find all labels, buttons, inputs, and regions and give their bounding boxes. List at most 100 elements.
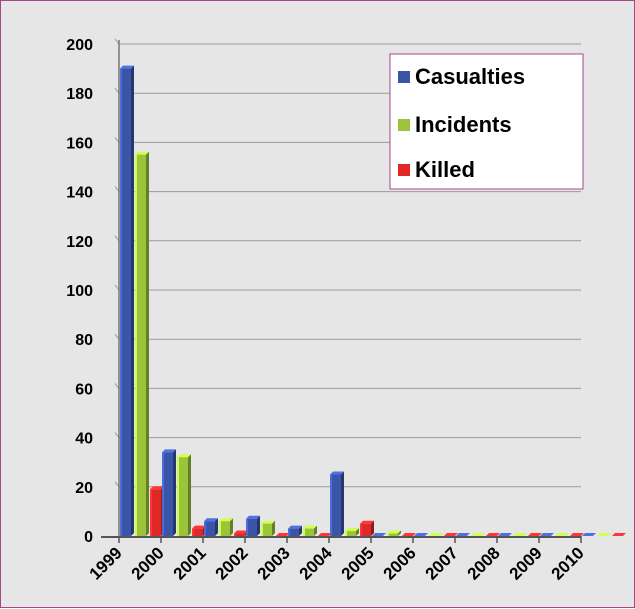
bar-casualties-2009-top [540,533,554,536]
x-tick-label: 2000 [128,543,168,583]
bar-killed-2010-top [612,533,626,536]
bar-incidents-1999-highlight [135,154,137,536]
bar-incidents-2004-highlight [345,531,347,536]
bar-incidents-2006-top [429,533,443,536]
bar-killed-2000 [192,525,206,536]
bar-casualties-1999 [120,65,134,536]
bar-casualties-2000 [162,449,176,536]
y-tick-label: 140 [66,185,93,202]
bar-killed-2001-top [234,530,248,534]
bar-incidents-2007 [471,533,485,536]
bar-killed-1999-front [150,489,161,536]
bar-incidents-2001-top [219,518,233,522]
bar-incidents-2004-front [345,531,356,536]
bar-casualties-2010 [582,533,596,536]
bar-killed-2004-side [371,520,374,536]
bar-incidents-2004-side [356,528,359,536]
bar-casualties-2003 [288,525,302,536]
bar-casualties-2007-top [456,533,470,536]
bar-killed-2004-highlight [360,523,362,536]
bar-casualties-1999-highlight [120,68,122,536]
bar-incidents-2005-side [398,530,401,536]
bar-casualties-2000-top [162,449,176,453]
bar-casualties-2007 [456,533,470,536]
bar-killed-1999-highlight [150,489,152,536]
legend-label-killed: Killed [415,157,475,182]
x-tick-label: 2005 [338,543,378,583]
x-tick-label: 2006 [380,543,420,583]
x-tick-label: 2009 [506,543,546,583]
bar-casualties-2003-highlight [288,528,290,536]
bar-casualties-2004 [330,471,344,536]
bar-incidents-2010-top [597,533,611,536]
bar-killed-2008 [528,533,542,536]
bar-casualties-2010-top [582,533,596,536]
bar-killed-2001 [234,530,248,536]
bar-casualties-2004-front [330,474,341,536]
bar-killed-2004-top [360,520,374,524]
legend-swatch-killed [398,164,410,176]
x-tick-label: 2001 [170,543,210,583]
bar-incidents-2003-highlight [303,528,305,536]
bar-killed-2002-top [276,533,290,536]
bar-killed-2001-highlight [234,533,236,536]
y-tick-label: 200 [66,37,93,54]
bar-killed-1999 [150,486,164,536]
bar-killed-2003 [318,533,332,536]
bar-casualties-2000-highlight [162,452,164,536]
bar-incidents-2004 [345,528,359,536]
bar-killed-2009-top [570,533,584,536]
bar-killed-2002 [276,533,290,536]
bar-incidents-2000-side [188,454,191,536]
bar-killed-2008-top [528,533,542,536]
y-tick-label: 40 [75,431,93,448]
bar-casualties-2004-side [341,471,344,536]
bar-incidents-2002 [261,520,275,536]
x-axis-ticks: 1999 2000 2001 2002 2003 2004 2005 2006 2007 2008… [86,543,588,584]
bar-killed-2010 [612,533,626,536]
bar-killed-2000-front [192,528,203,536]
bar-casualties-2001-front [204,521,215,536]
y-tick-label: 0 [84,529,93,546]
bar-incidents-2009-top [555,533,569,536]
bar-incidents-2001-highlight [219,521,221,536]
y-tick-label: 60 [75,381,93,398]
bar-killed-2001-front [234,533,245,536]
y-tick-label: 120 [66,234,93,251]
bar-casualties-2003-side [299,525,302,536]
bar-killed-2006 [444,533,458,536]
bar-killed-2003-top [318,533,332,536]
bar-killed-2007-top [486,533,500,536]
bar-killed-2000-top [192,525,206,529]
bar-killed-2004-front [360,523,371,536]
bar-incidents-2005 [387,530,401,536]
bar-incidents-1999 [135,151,149,536]
bar-casualties-2002-top [246,515,260,519]
bar-incidents-2002-highlight [261,523,263,536]
bar-casualties-1999-top [120,65,134,69]
bar-incidents-2005-highlight [387,533,389,536]
bar-killed-2005 [402,533,416,536]
legend-swatch-casualties [398,71,410,83]
bar-casualties-2008-top [498,533,512,536]
bar-incidents-2003 [303,525,317,536]
bar-incidents-2000-top [177,454,191,458]
bar-casualties-2003-front [288,528,299,536]
bar-casualties-1999-side [131,65,134,536]
bar-casualties-2005 [372,533,386,536]
y-tick-label: 100 [66,283,93,300]
bar-killed-2000-highlight [192,528,194,536]
bar-incidents-1999-top [135,151,149,155]
bar-casualties-2006 [414,533,428,536]
bar-casualties-2001-highlight [204,521,206,536]
x-tick-label: 2010 [548,543,588,583]
legend-box [389,53,584,190]
x-tick-label: 1999 [86,543,126,583]
x-tick-label: 2004 [296,543,337,584]
bar-incidents-2003-top [303,525,317,529]
y-tick-label: 180 [66,86,93,103]
bar-incidents-2001-side [230,518,233,536]
bar-incidents-2001-front [219,521,230,536]
